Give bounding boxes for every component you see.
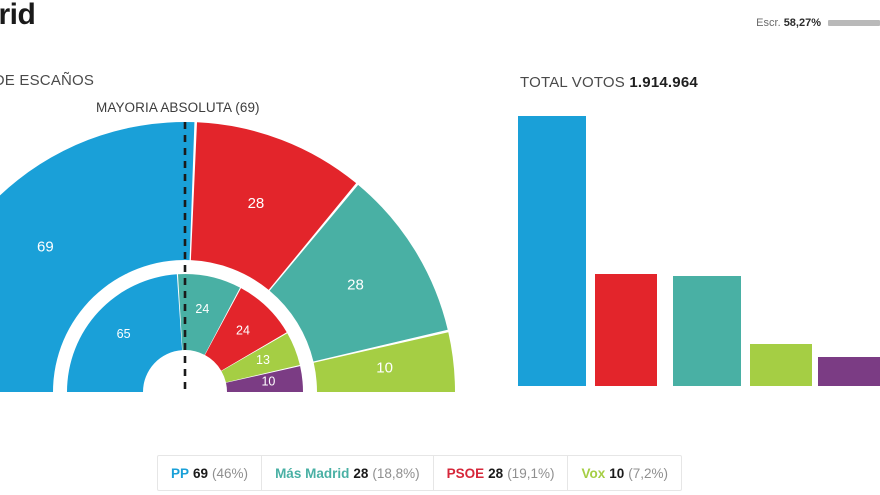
scrutiny-label: Escr. 58,27% (756, 17, 821, 29)
majority-threshold-label: MAYORIA ABSOLUTA (69) (96, 100, 260, 115)
seats-section-title: TOTAL DE ESCAÑOS (0, 72, 95, 89)
arc-slice-2021-vox[interactable] (221, 333, 300, 383)
seats-semicircle-chart: MAYORIA ABSOLUTA (69) 69 28 28 10 65 24 24 13 10… (0, 100, 470, 435)
scrutiny-progress: Escr. 58,27% (756, 17, 880, 29)
scrutiny-value: 58,27% (783, 17, 821, 29)
arc-value-label: 10 (376, 360, 393, 377)
legend-percentage: (46%) (212, 465, 249, 481)
legend-item[interactable]: Vox 10 (7,2%) (568, 456, 681, 490)
arc-value-label: 24 (195, 302, 209, 316)
arc-value-label: 13 (256, 353, 270, 367)
legend-seat-count: 28 (353, 465, 369, 481)
page-title: Madrid (0, 0, 36, 31)
legend-item[interactable]: Más Madrid 28 (18,8%) (262, 456, 434, 490)
arc-slice-2021-más-madrid[interactable] (177, 274, 241, 355)
arc-slice-2023-más-madrid[interactable] (269, 184, 448, 362)
arc-value-label: 65 (117, 327, 131, 341)
arc-value-label: 24 (236, 324, 250, 338)
arc-slice-2021-unidas-podemos[interactable] (225, 366, 303, 392)
legend-seat-count: 69 (193, 465, 209, 481)
total-votes-bar-chart (518, 110, 880, 386)
arc-value-label: 10 (261, 375, 275, 389)
scrutiny-progress-bar (828, 20, 880, 26)
arc-value-label: 28 (347, 276, 364, 293)
legend-party-name: Más Madrid (275, 465, 350, 481)
legend-party-name: Vox (581, 465, 606, 481)
arc-slice-2021-pp[interactable] (67, 274, 183, 392)
arc-slice-2023-psoe[interactable] (190, 122, 357, 290)
legend-percentage: (19,1%) (507, 465, 555, 481)
arc-slices-group (0, 122, 455, 392)
vote-bar-unidas-podemos[interactable] (818, 356, 880, 386)
legend-item[interactable]: PSOE 28 (19,1%) (434, 456, 569, 490)
legend-item[interactable]: PP 69 (46%) (158, 456, 263, 490)
legend-percentage: (7,2%) (628, 465, 669, 481)
parliament-arc-svg: 69 28 28 10 65 24 24 13 10 (0, 122, 455, 392)
vote-bar-más-madrid[interactable] (673, 275, 741, 386)
legend-percentage: (18,8%) (372, 465, 420, 481)
legend-party-name: PP (171, 465, 190, 481)
vote-bar-pp[interactable] (518, 116, 586, 386)
arc-value-label: 69 (37, 238, 54, 255)
arc-slice-2023-vox[interactable] (313, 332, 455, 392)
arc-value-labels-group: 69 28 28 10 65 24 24 13 10 (37, 195, 393, 389)
votes-title-prefix: TOTAL VOTOS (520, 74, 630, 91)
scrutiny-label-text: Escr. (756, 17, 781, 29)
legend-seat-count: 28 (488, 465, 504, 481)
votes-section-title: TOTAL VOTOS 1.914.964 (520, 74, 698, 91)
arc-slice-2023-pp[interactable] (0, 122, 195, 392)
vote-bar-vox[interactable] (750, 343, 812, 386)
party-legend: PP 69 (46%) Más Madrid 28 (18,8%) PSOE 28 (19,1%… (157, 455, 683, 491)
total-votes-value: 1.914.964 (629, 74, 698, 91)
arc-value-label: 28 (248, 195, 265, 212)
vote-bar-psoe[interactable] (595, 273, 657, 386)
legend-party-name: PSOE (446, 465, 485, 481)
legend-seat-count: 10 (609, 465, 625, 481)
arc-slice-2021-psoe[interactable] (204, 288, 287, 371)
